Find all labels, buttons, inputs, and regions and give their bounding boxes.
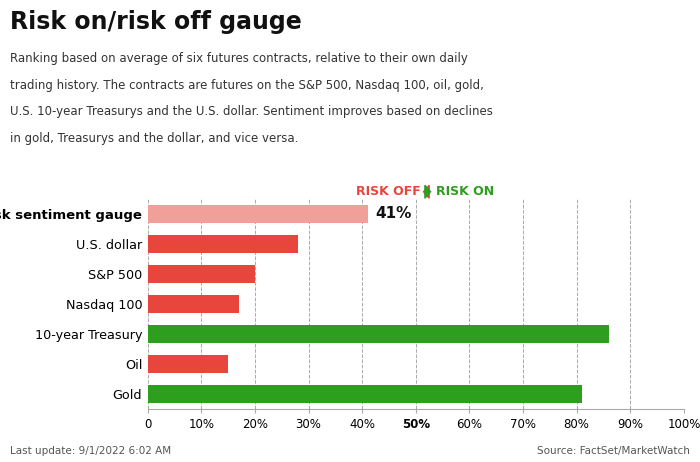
Text: in gold, Treasurys and the dollar, and vice versa.: in gold, Treasurys and the dollar, and v… bbox=[10, 132, 298, 145]
Bar bbox=[148, 235, 298, 253]
Text: Last update: 9/1/2022 6:02 AM: Last update: 9/1/2022 6:02 AM bbox=[10, 446, 171, 456]
Bar bbox=[148, 295, 239, 313]
Text: Ranking based on average of six futures contracts, relative to their own daily: Ranking based on average of six futures … bbox=[10, 52, 468, 65]
Bar bbox=[148, 355, 228, 373]
Text: 41%: 41% bbox=[376, 206, 412, 221]
Text: trading history. The contracts are futures on the S&P 500, Nasdaq 100, oil, gold: trading history. The contracts are futur… bbox=[10, 79, 484, 91]
Text: RISK OFF: RISK OFF bbox=[356, 185, 421, 198]
Bar bbox=[148, 325, 609, 343]
Text: Source: FactSet/MarketWatch: Source: FactSet/MarketWatch bbox=[538, 446, 690, 456]
Text: U.S. 10-year Treasurys and the U.S. dollar. Sentiment improves based on declines: U.S. 10-year Treasurys and the U.S. doll… bbox=[10, 105, 493, 118]
Bar bbox=[148, 205, 368, 223]
Text: Risk on/risk off gauge: Risk on/risk off gauge bbox=[10, 10, 302, 34]
Bar bbox=[148, 385, 582, 403]
Text: RISK ON: RISK ON bbox=[436, 185, 494, 198]
Bar bbox=[148, 265, 255, 283]
